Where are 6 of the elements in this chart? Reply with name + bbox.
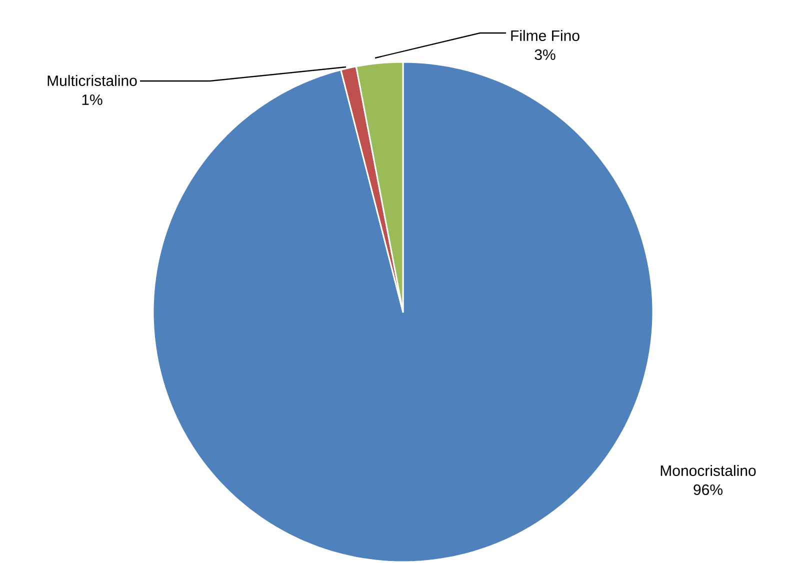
- slice-label: Filme Fino: [511, 30, 580, 41]
- data-label: 3%: [534, 49, 556, 60]
- slice-label: Multicristalino: [48, 75, 137, 86]
- data-label: 1%: [82, 94, 102, 105]
- data-label: 96%: [694, 484, 722, 495]
- slice-label: Monocristalino: [660, 464, 756, 476]
